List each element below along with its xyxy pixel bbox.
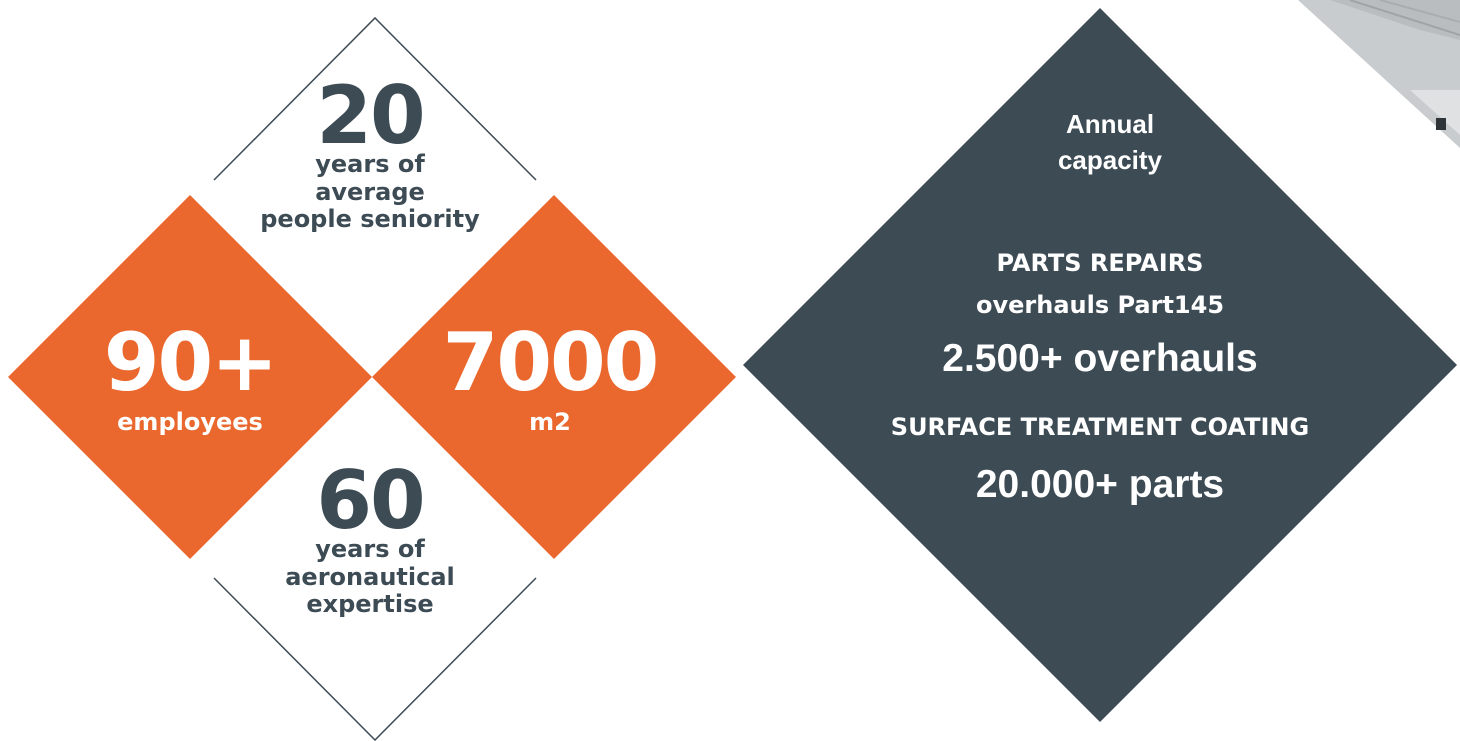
employees-value: 90+	[103, 316, 278, 409]
area-label: m2	[529, 408, 571, 436]
parts-repairs-value: 2.500+ overhauls	[942, 337, 1258, 380]
capacity-heading: Annual capacity	[1057, 109, 1163, 175]
parts-repairs-subtitle: overhauls Part145	[975, 291, 1225, 319]
orange-diamond-right	[372, 195, 736, 559]
orange-diamond-left	[8, 195, 372, 559]
expertise-label: years of aeronautical expertise	[285, 535, 455, 619]
outline-diamond-bottom	[213, 577, 537, 741]
seniority-label: years of average people seniority	[260, 150, 480, 234]
seniority-value: 20	[316, 69, 425, 162]
area-value: 7000	[442, 316, 660, 409]
building-photo-corner	[1298, 0, 1460, 148]
outline-diamond-top	[213, 16, 537, 181]
employees-label: employees	[117, 408, 263, 436]
surface-treatment-title: SURFACE TREATMENT COATING	[890, 413, 1310, 441]
surface-treatment-value: 20.000+ parts	[975, 463, 1225, 506]
parts-repairs-title: PARTS REPAIRS	[996, 249, 1204, 277]
capacity-diamond	[743, 8, 1457, 722]
expertise-value: 60	[316, 454, 425, 547]
